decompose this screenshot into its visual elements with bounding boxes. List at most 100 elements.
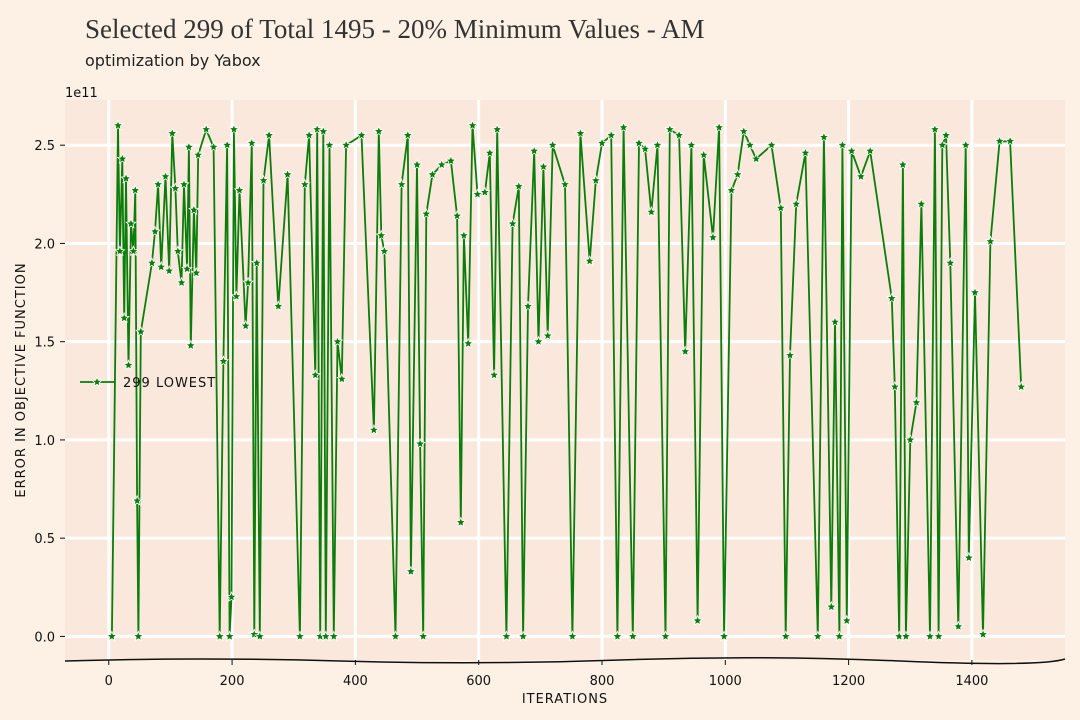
point-marker [546,139,559,151]
y-axis-label: ERROR IN OBJECTIVE FUNCTION [14,262,29,497]
y-tick-label: 0.0 [34,630,55,645]
legend-marker [91,375,103,387]
point-marker [566,630,579,642]
point-marker [784,349,796,361]
point-marker [426,168,439,180]
point-marker [257,174,270,186]
point-marker [106,630,118,642]
point-marker [188,203,200,215]
point-marker [528,145,540,156]
point-marker [466,119,479,131]
point-marker [691,614,704,626]
point-marker [479,186,491,198]
point-marker [685,139,698,151]
point-marker [230,290,243,302]
point-marker [932,630,945,642]
point-marker [127,245,140,257]
point-marker [331,335,344,347]
point-marker [311,123,323,135]
point-marker [944,257,957,268]
y-tick-label: 1.5 [34,336,55,351]
point-marker [780,630,792,642]
point-marker [299,178,311,190]
point-marker [155,260,167,272]
point-marker [200,123,212,135]
point-marker [378,245,391,257]
point-marker [855,170,867,182]
point-marker [340,139,352,151]
point-marker [651,139,664,151]
x-tick-label: 400 [343,674,368,689]
point-marker [915,198,928,210]
point-marker [309,369,322,380]
point-marker [368,424,380,436]
point-marker [484,147,496,158]
point-marker [929,123,941,135]
point-marker [639,143,651,155]
point-marker [152,178,164,190]
point-marker [673,129,685,141]
x-tick-label: 0 [105,674,113,689]
point-marker [169,182,182,194]
point-marker [190,266,203,278]
point-marker [445,154,457,166]
point-marker [254,630,266,642]
point-marker [221,139,233,151]
point-marker [251,257,263,268]
point-marker [323,139,336,151]
point-marker [233,184,246,196]
point-marker [818,131,830,143]
x-axis-label: ITERATIONS [522,692,608,707]
point-marker [417,630,430,642]
point-marker [904,433,916,445]
point-marker [471,188,484,200]
point-marker [116,152,129,164]
point-marker [936,139,949,151]
point-marker [185,339,197,351]
point-marker [790,198,803,210]
x-tick-label: 1200 [832,674,865,689]
point-marker [812,630,824,642]
point-marker [825,600,838,612]
legend-label: 299 LOWEST [123,376,216,391]
point-marker [645,205,658,217]
point-marker [698,148,710,160]
point-marker [725,184,738,196]
point-marker [462,337,475,349]
point-marker [181,262,193,274]
point-marker [984,235,997,247]
x-tick-label: 1000 [709,674,742,689]
point-marker [960,139,972,151]
point-marker [744,139,756,151]
point-marker [132,630,145,642]
point-marker [596,137,608,149]
point-marker [225,591,238,603]
point-marker [491,123,503,135]
point-marker [131,494,143,506]
point-marker [517,630,529,642]
point-marker [172,245,184,257]
chart-title: Selected 299 of Total 1495 - 20% Minimum… [85,14,705,44]
point-marker [627,630,639,642]
point-marker [217,355,230,367]
point-marker [149,225,161,237]
point-marker [281,168,294,180]
point-marker [611,630,624,642]
point-marker [841,614,853,626]
point-marker [239,319,252,331]
point-marker [765,139,778,151]
x-tick-label: 800 [590,674,615,689]
point-marker [713,121,725,133]
point-marker [112,119,124,131]
point-marker [532,335,545,347]
point-marker [864,145,876,156]
point-marker [455,516,467,528]
point-marker [228,123,240,135]
point-marker [294,630,306,642]
point-marker [183,141,195,153]
point-marker [900,630,912,642]
point-marker [373,125,385,137]
point-marker [542,329,554,341]
point-marker [963,551,975,563]
